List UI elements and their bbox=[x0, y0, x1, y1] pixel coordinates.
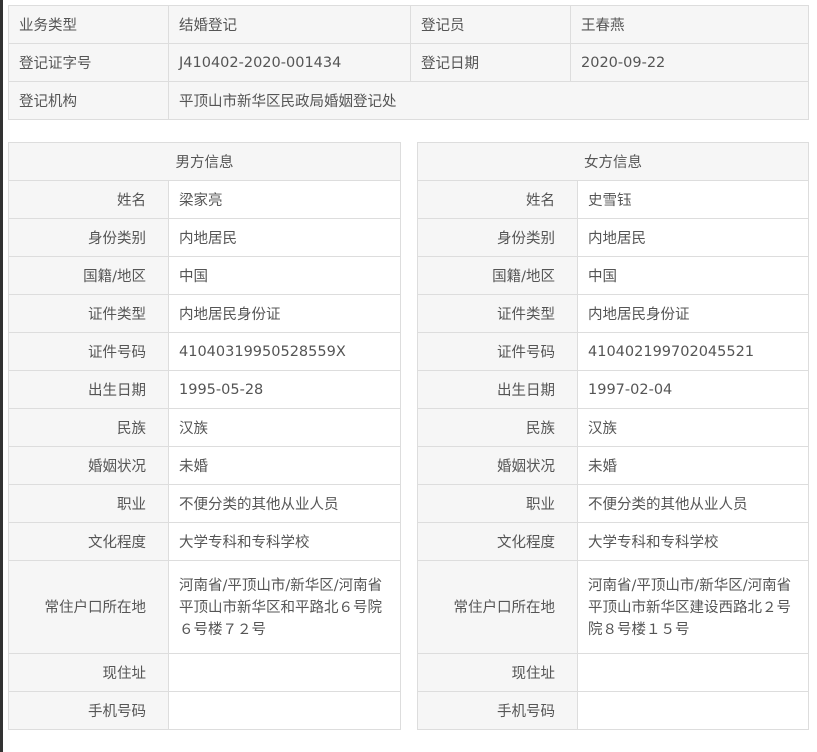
cert-no-value: J410402-2020-001434 bbox=[168, 43, 411, 82]
female-field-label: 国籍/地区 bbox=[417, 256, 578, 295]
table-row: 常住户口所在地 河南省/平顶山市/新华区/河南省平顶山市新华区和平路北６号院６号楼… bbox=[8, 560, 401, 654]
female-field-label: 职业 bbox=[417, 484, 578, 523]
female-field-value: 1997-02-04 bbox=[577, 370, 809, 409]
female-field-value: 410402199702045521 bbox=[577, 332, 809, 371]
male-field-value: 41040319950528559X bbox=[168, 332, 401, 371]
table-row: 现住址 bbox=[8, 653, 401, 692]
table-row: 身份类别 内地居民 bbox=[8, 218, 401, 257]
female-field-value: 未婚 bbox=[577, 446, 809, 485]
reg-date-value: 2020-09-22 bbox=[570, 43, 809, 82]
table-row: 国籍/地区 中国 bbox=[8, 256, 401, 295]
male-field-label: 证件号码 bbox=[8, 332, 169, 371]
female-field-value: 史雪钰 bbox=[577, 180, 809, 219]
male-field-label: 常住户口所在地 bbox=[8, 560, 169, 654]
table-row: 证件号码 410402199702045521 bbox=[417, 332, 809, 371]
female-field-label: 身份类别 bbox=[417, 218, 578, 257]
male-field-value: 内地居民身份证 bbox=[168, 294, 401, 333]
male-field-label: 姓名 bbox=[8, 180, 169, 219]
table-row: 身份类别 内地居民 bbox=[417, 218, 809, 257]
male-info-title: 男方信息 bbox=[8, 142, 401, 181]
male-field-value: 河南省/平顶山市/新华区/河南省平顶山市新华区和平路北６号院６号楼７２号 bbox=[168, 560, 401, 654]
registrar-label: 登记员 bbox=[410, 5, 571, 44]
male-field-value: 不便分类的其他从业人员 bbox=[168, 484, 401, 523]
table-row: 文化程度 大学专科和专科学校 bbox=[8, 522, 401, 561]
male-info-table: 男方信息 姓名 梁家亮 身份类别 内地居民 国籍/地区 中国 证件类型 内地居民身份证 证件号码… bbox=[8, 142, 401, 730]
male-field-value: 未婚 bbox=[168, 446, 401, 485]
female-field-label: 姓名 bbox=[417, 180, 578, 219]
female-field-value: 大学专科和专科学校 bbox=[577, 522, 809, 561]
table-row: 手机号码 bbox=[8, 691, 401, 730]
male-field-label: 文化程度 bbox=[8, 522, 169, 561]
male-field-label: 婚姻状况 bbox=[8, 446, 169, 485]
female-info-table: 女方信息 姓名 史雪钰 身份类别 内地居民 国籍/地区 中国 证件类型 内地居民身份证 证件号码… bbox=[417, 142, 809, 730]
female-field-value: 中国 bbox=[577, 256, 809, 295]
reg-date-label: 登记日期 bbox=[410, 43, 571, 82]
female-field-label: 出生日期 bbox=[417, 370, 578, 409]
male-field-value: 汉族 bbox=[168, 408, 401, 447]
female-field-value: 内地居民身份证 bbox=[577, 294, 809, 333]
table-row: 登记证字号 J410402-2020-001434 登记日期 2020-09-2… bbox=[8, 43, 809, 82]
table-row: 手机号码 bbox=[417, 691, 809, 730]
table-row: 出生日期 1995-05-28 bbox=[8, 370, 401, 409]
table-row: 民族 汉族 bbox=[417, 408, 809, 447]
female-field-value: 汉族 bbox=[577, 408, 809, 447]
male-field-label: 民族 bbox=[8, 408, 169, 447]
table-row: 业务类型 结婚登记 登记员 王春燕 bbox=[8, 5, 809, 44]
table-row: 证件号码 41040319950528559X bbox=[8, 332, 401, 371]
male-field-value: 内地居民 bbox=[168, 218, 401, 257]
table-row: 民族 汉族 bbox=[8, 408, 401, 447]
female-field-label: 证件类型 bbox=[417, 294, 578, 333]
female-field-label: 常住户口所在地 bbox=[417, 560, 578, 654]
male-field-label: 身份类别 bbox=[8, 218, 169, 257]
table-row: 婚姻状况 未婚 bbox=[8, 446, 401, 485]
male-field-label: 证件类型 bbox=[8, 294, 169, 333]
male-field-label: 职业 bbox=[8, 484, 169, 523]
table-row: 职业 不便分类的其他从业人员 bbox=[417, 484, 809, 523]
male-field-label: 国籍/地区 bbox=[8, 256, 169, 295]
female-field-value: 不便分类的其他从业人员 bbox=[577, 484, 809, 523]
table-row: 证件类型 内地居民身份证 bbox=[417, 294, 809, 333]
female-field-label: 婚姻状况 bbox=[417, 446, 578, 485]
male-field-value bbox=[168, 691, 401, 730]
business-type-label: 业务类型 bbox=[8, 5, 169, 44]
office-value: 平顶山市新华区民政局婚姻登记处 bbox=[168, 81, 809, 120]
table-row: 国籍/地区 中国 bbox=[417, 256, 809, 295]
female-field-value: 内地居民 bbox=[577, 218, 809, 257]
table-row: 职业 不便分类的其他从业人员 bbox=[8, 484, 401, 523]
window-edge bbox=[0, 0, 3, 752]
male-field-label: 手机号码 bbox=[8, 691, 169, 730]
table-row: 证件类型 内地居民身份证 bbox=[8, 294, 401, 333]
table-row: 常住户口所在地 河南省/平顶山市/新华区/河南省平顶山市新华区建设西路北２号院８号… bbox=[417, 560, 809, 654]
female-field-label: 文化程度 bbox=[417, 522, 578, 561]
female-field-value bbox=[577, 691, 809, 730]
female-field-label: 民族 bbox=[417, 408, 578, 447]
female-field-label: 现住址 bbox=[417, 653, 578, 692]
registration-summary-table: 业务类型 结婚登记 登记员 王春燕 登记证字号 J410402-2020-001… bbox=[8, 5, 809, 120]
male-field-label: 现住址 bbox=[8, 653, 169, 692]
office-label: 登记机构 bbox=[8, 81, 169, 120]
cert-no-label: 登记证字号 bbox=[8, 43, 169, 82]
business-type-value: 结婚登记 bbox=[168, 5, 411, 44]
female-field-label: 手机号码 bbox=[417, 691, 578, 730]
male-field-value: 梁家亮 bbox=[168, 180, 401, 219]
registrar-value: 王春燕 bbox=[570, 5, 809, 44]
table-row: 姓名 梁家亮 bbox=[8, 180, 401, 219]
table-row: 登记机构 平顶山市新华区民政局婚姻登记处 bbox=[8, 81, 809, 120]
table-row: 婚姻状况 未婚 bbox=[417, 446, 809, 485]
female-field-value bbox=[577, 653, 809, 692]
table-row: 现住址 bbox=[417, 653, 809, 692]
male-field-label: 出生日期 bbox=[8, 370, 169, 409]
male-field-value bbox=[168, 653, 401, 692]
male-field-value: 大学专科和专科学校 bbox=[168, 522, 401, 561]
female-field-label: 证件号码 bbox=[417, 332, 578, 371]
male-field-value: 1995-05-28 bbox=[168, 370, 401, 409]
table-row: 出生日期 1997-02-04 bbox=[417, 370, 809, 409]
female-field-value: 河南省/平顶山市/新华区/河南省平顶山市新华区建设西路北２号院８号楼１５号 bbox=[577, 560, 809, 654]
female-info-title: 女方信息 bbox=[417, 142, 809, 181]
male-field-value: 中国 bbox=[168, 256, 401, 295]
table-row: 姓名 史雪钰 bbox=[417, 180, 809, 219]
table-row: 文化程度 大学专科和专科学校 bbox=[417, 522, 809, 561]
